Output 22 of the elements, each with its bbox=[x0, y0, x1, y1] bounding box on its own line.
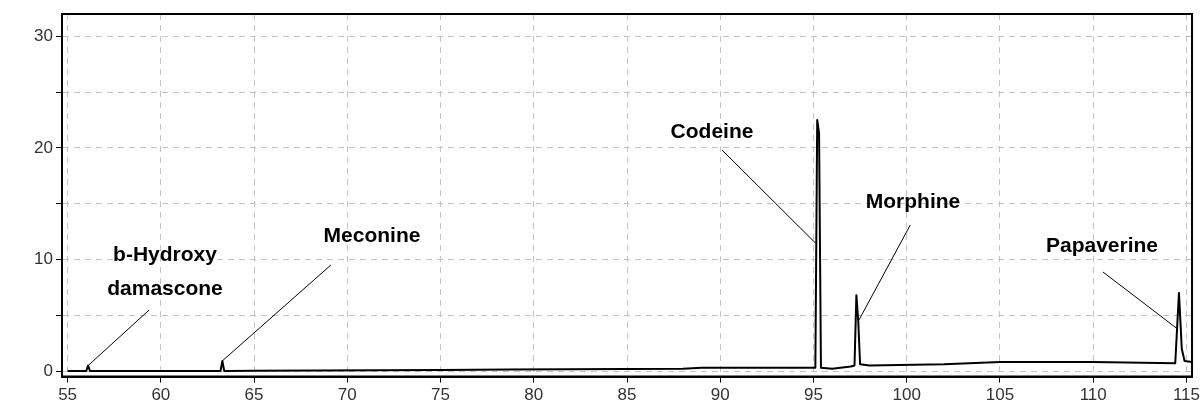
annotation: Papaverine bbox=[1045, 232, 1159, 256]
y-tick-label: 10 bbox=[34, 249, 53, 269]
x-tick-label: 85 bbox=[617, 385, 637, 405]
y-tick-label: 30 bbox=[34, 26, 53, 45]
x-tick-label: 60 bbox=[151, 385, 171, 405]
x-tick-label: 115 bbox=[1172, 385, 1200, 405]
x-tick-label: 95 bbox=[804, 385, 823, 405]
x-tick-label: 55 bbox=[58, 385, 78, 405]
annotation: Codeine bbox=[670, 118, 754, 142]
x-tick-label: 90 bbox=[710, 385, 730, 405]
x-tick-label: 70 bbox=[337, 385, 357, 405]
annotation: b-Hydroxy damascone bbox=[107, 241, 223, 299]
y-tick-label: 0 bbox=[43, 360, 53, 380]
x-tick-label: 75 bbox=[431, 385, 450, 405]
x-tick-label: 100 bbox=[892, 385, 921, 405]
y-tick-label: 20 bbox=[34, 137, 53, 157]
x-tick-label: 80 bbox=[524, 385, 544, 405]
x-tick-label: 105 bbox=[985, 385, 1015, 405]
x-tick-label: 110 bbox=[1079, 385, 1107, 405]
annotation: Morphine bbox=[865, 188, 961, 212]
annotation: Meconine bbox=[323, 222, 421, 246]
x-tick-label: 65 bbox=[244, 385, 264, 405]
